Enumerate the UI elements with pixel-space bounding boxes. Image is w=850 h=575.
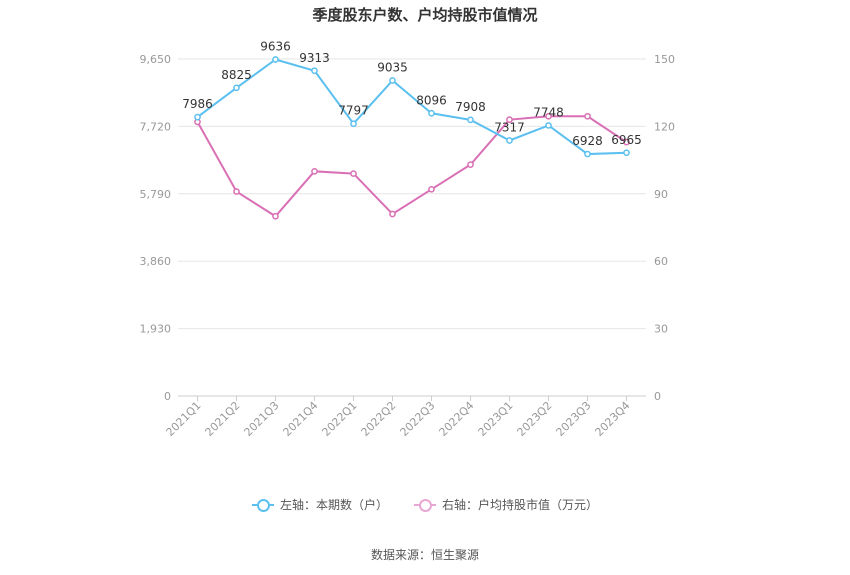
series-left-point <box>428 109 435 117</box>
series-left-point <box>467 116 474 124</box>
x-axis-ticks: 2021Q12021Q22021Q32021Q42022Q12022Q22022… <box>164 396 633 439</box>
left-tick-label: 7,720 <box>140 120 172 133</box>
x-tick-label: 2022Q3 <box>398 399 438 439</box>
series-right-line <box>196 115 628 218</box>
left-tick-label: 3,860 <box>140 255 172 268</box>
right-tick-label: 60 <box>654 255 668 268</box>
data-label: 7908 <box>455 100 486 114</box>
x-tick-label: 2022Q1 <box>320 399 360 439</box>
right-tick-label: 90 <box>654 188 668 201</box>
series-left-group <box>194 56 630 158</box>
data-label: 7986 <box>182 97 213 111</box>
data-label: 9035 <box>377 60 408 74</box>
series-right-point <box>233 188 240 195</box>
legend-label-left: 左轴：本期数（户） <box>279 498 388 512</box>
right-axis-ticks: 0 30 60 90 120 150 <box>654 53 675 403</box>
left-tick-label: 1,930 <box>140 323 172 336</box>
x-tick-label: 2023Q4 <box>593 399 633 439</box>
data-label: 7797 <box>338 104 369 118</box>
series-right-point <box>467 161 474 168</box>
data-label: 9313 <box>299 51 330 65</box>
x-tick-label: 2023Q2 <box>515 399 555 439</box>
series-left-point <box>233 84 240 92</box>
data-label: 8096 <box>416 93 447 107</box>
series-left-point <box>272 56 279 63</box>
data-label: 7317 <box>494 120 525 134</box>
left-tick-label: 9,650 <box>140 53 172 66</box>
left-tick-label: 5,790 <box>140 188 172 201</box>
legend-label-right: 右轴：户均持股市值（万元） <box>442 498 599 512</box>
data-label: 6965 <box>611 133 642 147</box>
grid-lines <box>178 58 646 397</box>
series-right-point <box>389 210 396 218</box>
legend-item-right[interactable]: 右轴：户均持股市值（万元） <box>414 496 598 513</box>
series-right-point <box>623 138 630 146</box>
series-left-point <box>623 149 630 157</box>
x-tick-label: 2022Q2 <box>359 399 399 439</box>
series-left-point <box>194 113 201 121</box>
data-label: 6928 <box>572 134 603 148</box>
chart-canvas: 0 1,930 3,860 5,790 7,720 9,650 0 30 60 90 120 150… <box>140 39 676 439</box>
x-tick-label: 2021Q2 <box>203 399 243 439</box>
series-left-point <box>350 120 357 128</box>
right-tick-label: 30 <box>654 323 668 336</box>
series-right-group <box>194 112 630 220</box>
right-tick-label: 150 <box>654 53 675 66</box>
series-left-point <box>389 77 396 84</box>
legend: 左轴：本期数（户） 右轴：户均持股市值（万元） <box>0 496 850 513</box>
series-right-point <box>584 112 591 120</box>
data-label: 9636 <box>260 39 291 53</box>
series-right-point <box>350 170 357 177</box>
x-tick-label: 2022Q4 <box>437 399 477 439</box>
data-source: 数据来源：恒生聚源 <box>370 548 479 562</box>
x-tick-label: 2021Q1 <box>164 399 204 439</box>
chart-title: 季度股东户数、户均持股市值情况 <box>312 6 538 24</box>
data-labels: 7986 8825 9636 9313 7797 9035 8096 7908 7317 7748… <box>182 39 642 148</box>
series-right-point <box>545 112 552 120</box>
series-left-point <box>311 67 318 75</box>
series-right-point <box>506 116 513 124</box>
series-left-line <box>196 58 627 156</box>
x-tick-label: 2021Q4 <box>281 399 321 439</box>
series-right-point <box>272 212 279 220</box>
right-tick-label: 120 <box>654 120 675 133</box>
left-axis-ticks: 0 1,930 3,860 5,790 7,720 9,650 <box>140 53 172 403</box>
series-left-point <box>506 137 513 144</box>
legend-item-left[interactable]: 左轴：本期数（户） <box>251 496 388 513</box>
series-right-point <box>311 167 318 175</box>
x-tick-label: 2023Q1 <box>476 399 516 439</box>
x-tick-label: 2023Q3 <box>554 399 594 439</box>
right-tick-label: 0 <box>654 390 661 403</box>
x-tick-label: 2021Q3 <box>242 399 282 439</box>
series-right-point <box>428 185 435 193</box>
left-tick-label: 0 <box>164 390 171 403</box>
series-left-point <box>545 122 552 129</box>
series-left-point <box>584 150 591 158</box>
legend-swatch-right <box>414 498 436 512</box>
legend-swatch-left <box>251 498 274 512</box>
data-label: 7748 <box>533 105 564 119</box>
data-label: 8825 <box>221 68 252 82</box>
